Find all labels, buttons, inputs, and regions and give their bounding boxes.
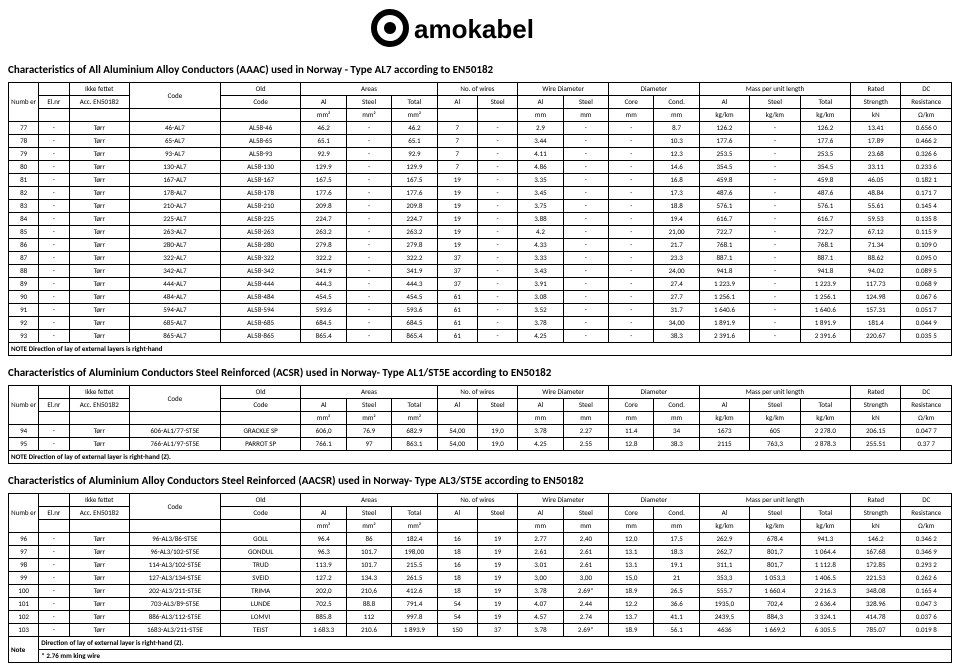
table-row: 93-Tørr865-AL7AL58-865865.4-865.461-4.25… bbox=[9, 330, 952, 343]
title-aacsr: Characteristics of Aluminium Alloy Condu… bbox=[8, 474, 952, 487]
table-row: 100-Tørr202-AL3/211-ST5ETRIMA202,0210,64… bbox=[9, 585, 952, 598]
table-row: 80-Tørr130-AL7AL58-130129.9-129.97-4.86-… bbox=[9, 161, 952, 174]
table-row: 90-Tørr484-AL7AL58-484454.5-454.561-3.08… bbox=[9, 291, 952, 304]
table-row: 79-Tørr93-AL7AL58-9392.9-92.97-4.11--12.… bbox=[9, 148, 952, 161]
logo: amokabel bbox=[8, 8, 952, 51]
table-row: 81-Tørr167-AL7AL58-167167.5-167.519-3.35… bbox=[9, 174, 952, 187]
table-aacsr: Numb erIkke fettetCodeOld AreasNo. of wi… bbox=[8, 493, 952, 663]
table-row: 96-Tørr96-AL3/86-ST5EGOLL96.486182.41619… bbox=[9, 533, 952, 546]
table-row: 78-Tørr65-AL7AL58-6565.1-65.17-3.44--10.… bbox=[9, 135, 952, 148]
table-row: 94-Tørr606-AL1/77-ST5EGRACKLE SP606,076.… bbox=[9, 425, 952, 438]
table-row: 77-Tørr46-AL7AL58-4646.2-46.27-2.9--8.71… bbox=[9, 122, 952, 135]
table-row: 83-Tørr210-AL7AL58-210209.8-209.819-3.75… bbox=[9, 200, 952, 213]
table-aaac: Numb erIkke fettetCodeOld AreasNo. of wi… bbox=[8, 82, 952, 356]
table-row: 92-Tørr685-AL7AL58-685684.5-684.561-3.78… bbox=[9, 317, 952, 330]
table-acsr: Numb erIkke fettetCodeOld AreasNo. of wi… bbox=[8, 385, 952, 464]
table-row: 84-Tørr225-AL7AL58-225224.7-224.719-3.88… bbox=[9, 213, 952, 226]
table-row: 86-Tørr280-AL7AL58-280279.8-279.819-4.33… bbox=[9, 239, 952, 252]
table-row: 95-Tørr766-AL1/97-ST5EPARROT SP766.19786… bbox=[9, 438, 952, 451]
table-row: 98-Tørr114-AL3/102-ST5ETRUD113.9101.7215… bbox=[9, 559, 952, 572]
table-row: 89-Tørr444-AL7AL58-444444.3-444.337-3.91… bbox=[9, 278, 952, 291]
table-row: 87-Tørr322-AL7AL58-322322.2-322.237-3.33… bbox=[9, 252, 952, 265]
table-row: 101-Tørr703-AL3/89-ST5ELUNDE702.588.8791… bbox=[9, 598, 952, 611]
table-row: 97-Tørr96-AL3/102-ST5EGONDUL96.3101.7198… bbox=[9, 546, 952, 559]
table-row: 103-Tørr1683-AL3/211-ST5ETEIST1 683.3210… bbox=[9, 624, 952, 637]
table-row: 99-Tørr127-AL3/134-ST5ESVEID127.2134.326… bbox=[9, 572, 952, 585]
title-acsr: Characteristics of Aluminium Conductors … bbox=[8, 366, 952, 379]
table-row: 85-Tørr263-AL7AL58-263263.2-263.219-4.2-… bbox=[9, 226, 952, 239]
svg-text:amokabel: amokabel bbox=[414, 14, 534, 44]
table-row: 91-Tørr594-AL7AL58-594593.6-593.661-3.52… bbox=[9, 304, 952, 317]
table-row: 88-Tørr342-AL7AL58-342341.9-341.937-3.43… bbox=[9, 265, 952, 278]
table-row: 102-Tørr886-AL3/112-ST5ELOMVI885.8112997… bbox=[9, 611, 952, 624]
title-aaac: Characteristics of All Aluminium Alloy C… bbox=[8, 63, 952, 76]
table-row: 82-Tørr178-AL7AL58-178177.6-177.619-3.45… bbox=[9, 187, 952, 200]
